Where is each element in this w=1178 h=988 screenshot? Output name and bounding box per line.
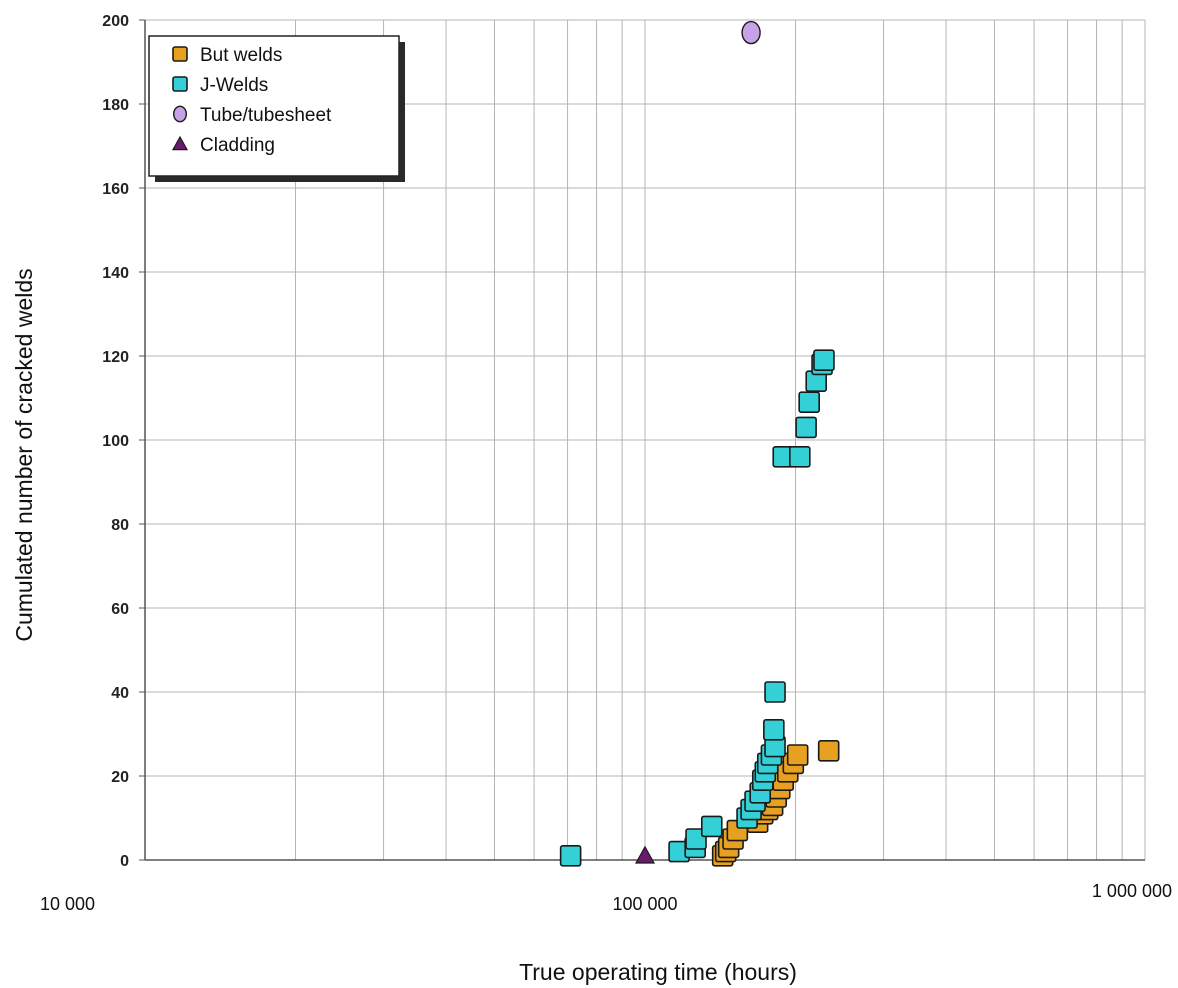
y-axis-title: Cumulated number of cracked welds bbox=[11, 268, 37, 641]
x-tick-label: 100 000 bbox=[612, 894, 677, 914]
y-tick-label: 140 bbox=[102, 265, 129, 282]
series-tube-tubesheet bbox=[742, 22, 760, 44]
legend-label: Cladding bbox=[200, 135, 275, 156]
y-tick-label: 80 bbox=[111, 517, 129, 534]
y-tick-label: 40 bbox=[111, 685, 129, 702]
data-point bbox=[636, 847, 654, 863]
data-point bbox=[561, 846, 581, 866]
data-point bbox=[742, 22, 760, 44]
data-point bbox=[764, 720, 784, 740]
series-cladding bbox=[636, 847, 654, 863]
legend-marker bbox=[174, 106, 187, 121]
x-tick-label: 10 000 bbox=[40, 894, 95, 914]
data-points bbox=[561, 22, 839, 866]
y-tick-label: 180 bbox=[102, 97, 129, 114]
y-tick-label: 100 bbox=[102, 433, 129, 450]
data-point bbox=[819, 741, 839, 761]
data-point bbox=[788, 745, 808, 765]
data-point bbox=[790, 447, 810, 467]
data-point bbox=[702, 816, 722, 836]
legend: But welds J-Welds Tube/tubesheet Cladding bbox=[149, 36, 405, 182]
y-tick-label: 60 bbox=[111, 601, 129, 618]
legend-label: Tube/tubesheet bbox=[200, 105, 332, 126]
data-point bbox=[796, 417, 816, 437]
legend-label: J-Welds bbox=[200, 75, 268, 96]
y-tick-label: 20 bbox=[111, 769, 129, 786]
x-tick-label: 1 000 000 bbox=[1092, 881, 1172, 901]
y-tick-label: 160 bbox=[102, 181, 129, 198]
legend-marker bbox=[173, 77, 187, 91]
x-axis-title: True operating time (hours) bbox=[519, 959, 797, 985]
data-point bbox=[814, 350, 834, 370]
y-tick-label: 200 bbox=[102, 13, 129, 30]
data-point bbox=[799, 392, 819, 412]
y-tick-label: 120 bbox=[102, 349, 129, 366]
y-tick-label: 0 bbox=[120, 853, 129, 870]
data-point bbox=[765, 682, 785, 702]
legend-label: But welds bbox=[200, 45, 282, 66]
legend-marker bbox=[173, 47, 187, 61]
